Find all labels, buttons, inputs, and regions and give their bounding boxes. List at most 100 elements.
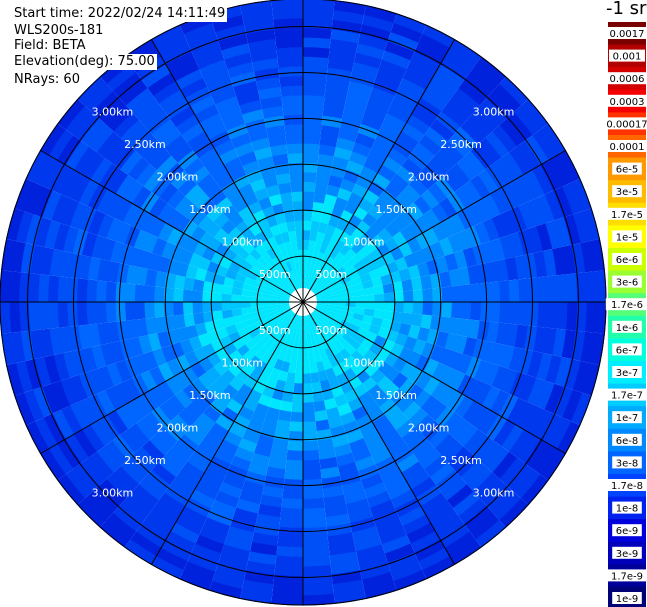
data-cell (305, 315, 311, 326)
data-cell (303, 152, 319, 164)
data-cell (254, 275, 266, 285)
data-cell (369, 86, 396, 105)
data-cell (298, 258, 303, 269)
data-cell (392, 231, 408, 247)
data-cell (122, 203, 141, 226)
data-cell (303, 56, 329, 68)
data-cell (481, 386, 502, 411)
data-cell (310, 323, 317, 335)
data-cell (307, 324, 314, 336)
data-cell (198, 357, 214, 373)
data-cell (185, 324, 199, 340)
data-cell (221, 355, 236, 370)
data-cell (514, 324, 529, 350)
data-cell (212, 571, 245, 590)
data-cell (289, 353, 298, 365)
data-cell (413, 142, 436, 163)
data-cell (435, 110, 462, 135)
data-cell (244, 338, 257, 351)
colorbar-label: 3e-6 (616, 278, 639, 289)
data-cell (423, 208, 441, 228)
data-cell (303, 46, 330, 59)
data-cell (303, 354, 310, 365)
data-cell (209, 164, 229, 182)
data-cell (540, 413, 563, 445)
data-cell (266, 344, 277, 357)
data-cell (518, 202, 537, 230)
data-cell (183, 561, 216, 582)
data-cell (180, 506, 208, 527)
range-ring-label: 2.50km (440, 138, 482, 151)
data-cell (278, 526, 303, 539)
data-cell (320, 253, 330, 265)
data-cell (303, 75, 327, 87)
data-cell (125, 491, 154, 517)
data-cell (156, 427, 178, 449)
colorbar-label: 1e-8 (616, 504, 639, 515)
data-cell (452, 491, 481, 517)
data-cell (285, 133, 303, 145)
data-cell (271, 347, 282, 360)
colorbar-unit-label: -1 sr (606, 0, 647, 19)
data-cell (335, 305, 347, 312)
range-ring-label: 3.00km (92, 105, 134, 118)
data-cell (166, 395, 186, 415)
data-cell (557, 421, 581, 454)
data-cell (243, 276, 256, 286)
data-cell (275, 172, 291, 185)
data-cell (463, 150, 487, 175)
data-cell (469, 64, 500, 92)
data-cell (353, 205, 369, 221)
data-cell (256, 255, 268, 267)
data-cell (199, 59, 228, 78)
data-cell (492, 491, 522, 521)
data-cell (292, 268, 299, 280)
data-cell (456, 208, 475, 230)
data-cell (318, 447, 337, 461)
data-cell (259, 494, 283, 509)
data-cell (418, 448, 442, 470)
data-cell (378, 526, 407, 545)
data-cell (486, 321, 500, 344)
data-cell (71, 229, 89, 256)
azimuth-spoke (40, 301, 304, 454)
data-cell (116, 320, 130, 342)
data-cell (96, 213, 115, 239)
data-cell (140, 212, 158, 234)
data-cell (556, 274, 569, 302)
data-cell (355, 302, 366, 309)
data-cell (492, 451, 518, 480)
data-cell (187, 31, 219, 52)
data-cell (194, 480, 219, 501)
data-cell (297, 315, 302, 327)
data-cell (78, 179, 99, 207)
data-cell (191, 543, 222, 564)
data-cell (331, 155, 350, 170)
data-cell (280, 274, 290, 285)
data-cell (241, 312, 254, 322)
data-cell (240, 302, 251, 309)
range-ring-label: 2.50km (124, 138, 166, 151)
colorbar-label: 1.7e-5 (611, 210, 643, 221)
data-cell (440, 55, 471, 81)
data-cell (375, 68, 403, 87)
data-cell (299, 325, 303, 336)
data-cell (343, 285, 355, 294)
data-cell (470, 434, 495, 461)
data-cell (393, 291, 405, 302)
data-cell (325, 223, 337, 237)
data-cell (290, 279, 298, 290)
data-cell (424, 455, 449, 478)
colorbar-label-bg (609, 49, 645, 62)
colorbar-label: 6e-6 (616, 255, 639, 266)
data-cell (34, 217, 52, 248)
data-cell (272, 8, 303, 20)
data-cell (325, 269, 336, 280)
data-cell (479, 282, 491, 302)
data-cell (318, 276, 329, 287)
data-cell (271, 336, 282, 349)
data-cell (288, 313, 296, 323)
data-cell (377, 361, 393, 377)
data-cell (572, 211, 591, 244)
data-cell (62, 226, 79, 254)
